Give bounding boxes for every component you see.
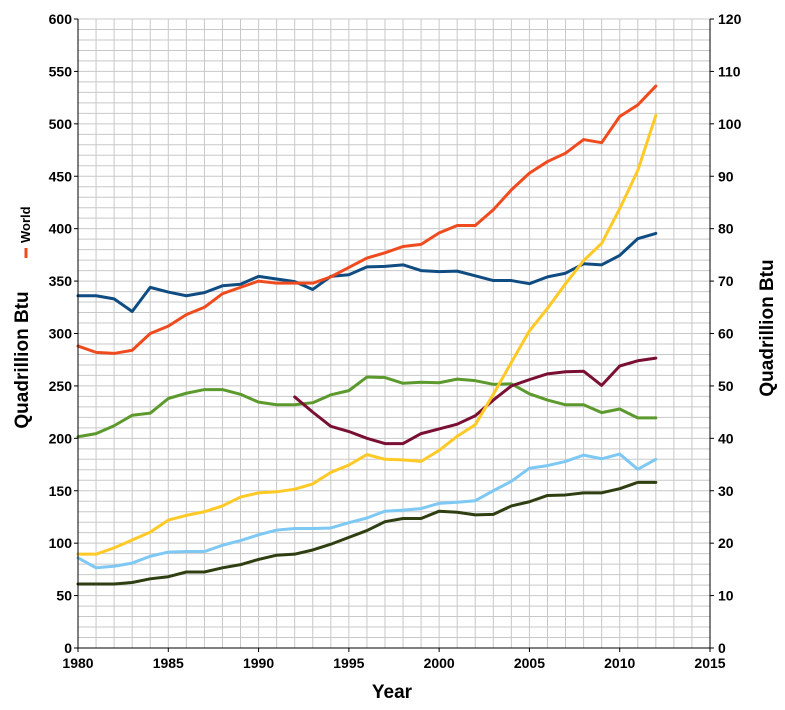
x-tick-label: 2005 [514, 655, 545, 671]
series-line-3 [76, 113, 658, 556]
right-axis-title: Quadrillion Btu [757, 259, 778, 396]
right-tick-label: 60 [718, 326, 734, 342]
x-tick-label: 1985 [153, 655, 184, 671]
series-line-5 [76, 452, 658, 570]
series-line-6 [76, 480, 658, 586]
right-tick-label: 10 [718, 588, 734, 604]
right-tick-label: 100 [718, 116, 742, 132]
left-tick-label: 550 [49, 63, 73, 79]
right-tick-label: 50 [718, 378, 734, 394]
series-line-1 [76, 231, 658, 313]
right-tick-label: 20 [718, 535, 734, 551]
x-tick-label: 2010 [604, 655, 635, 671]
left-axis-title: Quadrillion Btu [12, 291, 33, 428]
right-axis-ticks: 0 10 20 30 40 50 60 70 80 90 100 110 120 [710, 11, 742, 656]
series-layer [76, 84, 658, 586]
left-tick-label: 200 [49, 430, 73, 446]
left-tick-label: 50 [56, 588, 72, 604]
left-tick-label: 450 [49, 168, 73, 184]
left-tick-label: 600 [49, 11, 73, 27]
left-tick-label: 100 [49, 535, 73, 551]
right-tick-label: 120 [718, 11, 742, 27]
left-tick-label: 250 [49, 378, 73, 394]
x-axis-title: Year [372, 682, 413, 703]
right-tick-label: 30 [718, 483, 734, 499]
left-axis-ticks: 0 50 100 150 200 250 300 350 400 450 500 550 600 [49, 11, 78, 656]
left-tick-label: 300 [49, 326, 73, 342]
legend: World [18, 206, 33, 258]
x-tick-label: 1990 [243, 655, 274, 671]
series-line-world [76, 84, 658, 355]
right-tick-label: 90 [718, 168, 734, 184]
x-tick-label: 1995 [333, 655, 364, 671]
x-tick-label: 2015 [694, 655, 725, 671]
left-tick-label: 0 [64, 640, 72, 656]
x-tick-label: 1980 [62, 655, 93, 671]
right-tick-label: 110 [718, 63, 741, 79]
right-tick-label: 70 [718, 273, 734, 289]
grid [77, 18, 711, 649]
right-tick-label: 80 [718, 221, 734, 237]
left-tick-label: 150 [49, 483, 73, 499]
left-tick-label: 350 [49, 273, 73, 289]
right-tick-label: 40 [718, 430, 734, 446]
legend-label-world: World [18, 206, 33, 243]
left-tick-label: 500 [49, 116, 73, 132]
x-axis-ticks: 1980 1985 1990 1995 2000 2005 2010 2015 [62, 648, 726, 671]
series-line-4 [293, 356, 658, 446]
right-tick-label: 0 [718, 640, 726, 656]
x-tick-label: 2000 [424, 655, 455, 671]
left-tick-label: 400 [49, 221, 73, 237]
series-line-2 [76, 375, 658, 439]
